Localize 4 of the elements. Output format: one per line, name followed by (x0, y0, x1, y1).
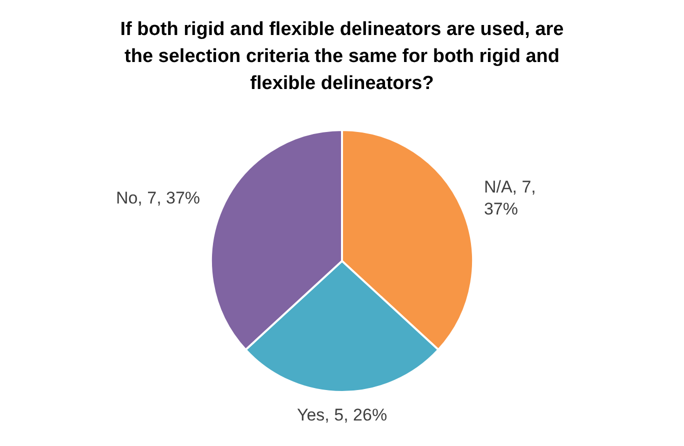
chart-title: If both rigid and flexible delineators are used, are the selection criteria the same for both rigid and flexible delineators? (120, 19, 564, 94)
slice-label: Yes, 5, 26% (296, 406, 388, 425)
slice-label: N/A, 7, 37% (484, 177, 536, 218)
slice-label: No, 7, 37% (116, 188, 200, 208)
